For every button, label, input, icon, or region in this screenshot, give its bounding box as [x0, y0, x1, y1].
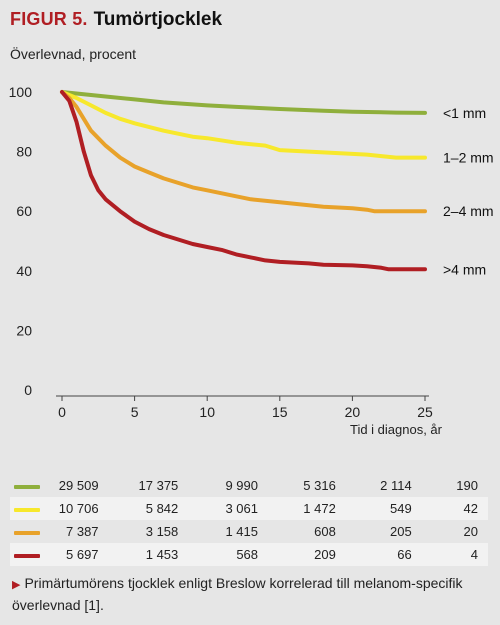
figure-caption: ▶ Primärtumörens tjocklek enligt Breslow … [12, 573, 490, 615]
x-tick-label-15: 15 [272, 404, 288, 420]
x-tick-label-0: 0 [58, 404, 66, 420]
series-label-3: >4 mm [443, 261, 486, 277]
at-risk-value: 568 [178, 543, 259, 566]
series-label-0: <1 mm [443, 105, 486, 121]
at-risk-value: 9 990 [225, 478, 259, 493]
at-risk-value: 549 [335, 497, 412, 520]
x-tick-label-10: 10 [199, 404, 215, 420]
at-risk-value: 4 [411, 543, 488, 566]
y-tick-label-0: 0 [24, 382, 32, 398]
at-risk-value: 3 061 [178, 497, 259, 520]
figure-title: Tumörtjocklek [93, 9, 223, 30]
series-label-1: 1–2 mm [443, 150, 494, 166]
at-risk-value: 3 158 [145, 524, 179, 539]
row-swatch-cell [10, 520, 55, 543]
at-risk-value: 190 [456, 478, 478, 493]
x-tick-label-5: 5 [131, 404, 139, 420]
legend-swatch [14, 530, 40, 535]
at-risk-value: 42 [411, 497, 488, 520]
at-risk-row: 29 509 17 375 9 990 5 316 2 114 190 [10, 474, 488, 497]
caption-triangle-icon: ▶ [12, 579, 21, 591]
at-risk-value: 5 316 [303, 478, 336, 493]
y-tick-label-80: 80 [16, 144, 32, 160]
at-risk-value: 20 [463, 524, 478, 539]
at-risk-row: 10 706 5 842 3 061 1 472 549 42 [10, 497, 488, 520]
at-risk-value: 209 [258, 543, 336, 566]
series-label-2: 2–4 mm [443, 203, 494, 219]
y-axis-label: Överlevnad, procent [10, 46, 137, 62]
row-swatch-cell [10, 543, 56, 566]
legend-swatch [14, 484, 40, 489]
at-risk-table: 29 509 17 375 9 990 5 316 2 114 190 10 706 5 84… [10, 474, 488, 566]
series-line-0 [60, 90, 427, 115]
at-risk-value: 10 706 [55, 497, 99, 520]
y-tick-label-20: 20 [16, 322, 32, 338]
x-axis-label: Tid i diagnos, år [350, 422, 443, 437]
figure-title-row: FIGUR 5. Tumörtjocklek [10, 9, 222, 35]
at-risk-value: 1 472 [258, 497, 336, 520]
at-risk-row: 7 387 3 158 1 415 608 205 20 [10, 520, 488, 543]
at-risk-value: 2 114 [380, 478, 412, 493]
x-tick-label-20: 20 [345, 404, 361, 420]
y-tick-label-100: 100 [9, 84, 33, 100]
series-line-2 [60, 90, 427, 214]
series-line-1 [60, 90, 427, 160]
at-risk-value: 17 375 [138, 478, 179, 493]
row-swatch-cell [10, 497, 56, 520]
y-tick-label-60: 60 [16, 203, 32, 219]
x-tick-label-25: 25 [417, 404, 433, 420]
at-risk-value: 5 697 [55, 543, 99, 566]
caption-text: Primärtumörens tjocklek enligt Breslow k… [12, 575, 463, 613]
at-risk-value: 29 509 [58, 478, 99, 493]
figure-label: FIGUR 5. [10, 9, 88, 29]
at-risk-value: 1 415 [225, 524, 259, 539]
at-risk-value: 7 387 [66, 524, 99, 539]
survival-chart: 0 5 10 15 20 25 0 20 40 60 80 100 Tid i diagnos, år <… [9, 84, 494, 437]
at-risk-value: 1 453 [98, 543, 179, 566]
series-line-3 [60, 90, 427, 272]
legend-swatch [14, 553, 40, 558]
at-risk-value: 66 [335, 543, 412, 566]
legend-swatch [14, 507, 40, 512]
y-tick-label-40: 40 [16, 263, 32, 279]
at-risk-row: 5 697 1 453 568 209 66 4 [10, 543, 488, 566]
row-swatch-cell [10, 474, 55, 497]
at-risk-value: 608 [314, 524, 336, 539]
at-risk-value: 205 [389, 524, 412, 539]
at-risk-value: 5 842 [98, 497, 179, 520]
